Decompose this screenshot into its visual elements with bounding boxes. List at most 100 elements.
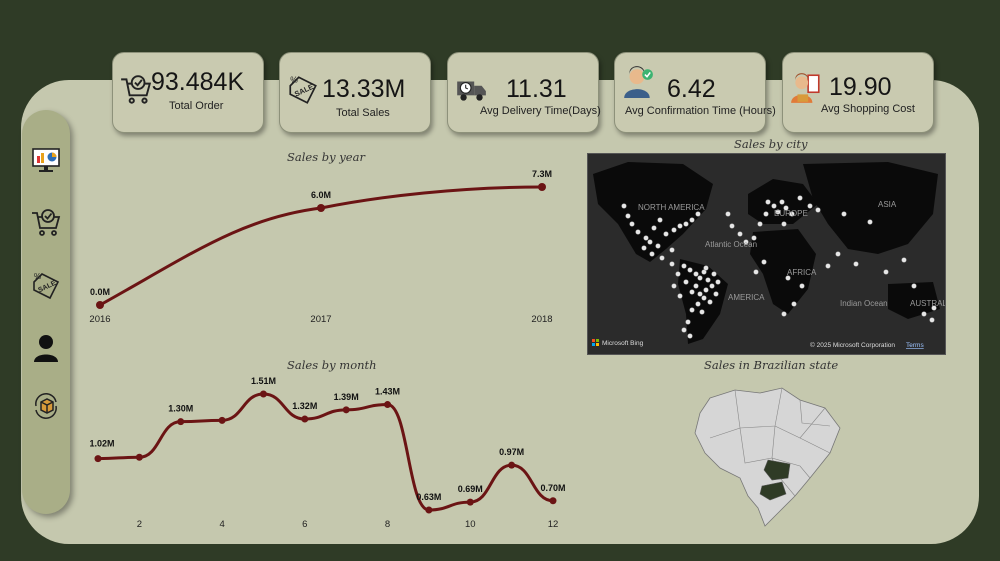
city-dot <box>659 255 665 261</box>
city-dot <box>783 205 789 211</box>
data-label: 0.63M <box>416 492 441 502</box>
data-label: 7.3M <box>532 169 552 179</box>
city-dot <box>743 239 749 245</box>
city-dot <box>779 199 785 205</box>
bing-logo: Microsoft Bing <box>592 339 644 347</box>
city-dot <box>681 327 687 333</box>
support-agent-icon <box>621 65 657 101</box>
kpi-total-sales: SALE % 13.33M Total Sales <box>279 52 431 133</box>
city-dot <box>761 259 767 265</box>
city-dot <box>715 279 721 285</box>
x-tick-label: 6 <box>302 519 307 530</box>
city-dot <box>695 301 701 307</box>
dashboard-monitor-icon[interactable] <box>30 144 62 176</box>
city-dot <box>707 299 713 305</box>
sale-tag-icon[interactable]: SALE % <box>30 270 62 302</box>
data-point <box>384 401 392 409</box>
cart-check-icon[interactable] <box>30 207 62 239</box>
city-dot <box>853 261 859 267</box>
city-dot <box>695 211 701 217</box>
city-dot <box>713 291 719 297</box>
x-tick-label: 2017 <box>310 314 331 325</box>
kpi-value: 93.484K <box>151 68 245 96</box>
map-terms-link[interactable]: Terms <box>906 342 924 349</box>
city-dot <box>931 305 937 311</box>
city-dot <box>725 211 731 217</box>
data-point <box>218 416 226 424</box>
x-tick-label: 2 <box>137 519 142 530</box>
map-label: Atlantic Ocean <box>705 240 757 249</box>
svg-text:SALE: SALE <box>37 280 57 294</box>
city-dot <box>697 275 703 281</box>
city-dot <box>883 269 889 275</box>
data-label: 1.51M <box>251 376 276 386</box>
city-dot <box>643 235 649 241</box>
city-dot <box>797 195 803 201</box>
city-dot <box>683 279 689 285</box>
city-dot <box>629 221 635 227</box>
city-dot <box>705 277 711 283</box>
city-dot <box>737 231 743 237</box>
kpi-label: Avg Confirmation Time (Hours) <box>625 105 776 117</box>
state-map-title: Sales in Brazilian state <box>704 358 839 372</box>
data-label: 1.39M <box>334 392 359 402</box>
city-dot <box>703 287 709 293</box>
city-dot <box>689 307 695 313</box>
city-dot <box>729 223 735 229</box>
city-dot <box>799 283 805 289</box>
highlight-state[interactable] <box>759 481 787 501</box>
chart-title-year: Sales by year <box>287 150 365 164</box>
city-dot <box>841 211 847 217</box>
x-tick-label: 8 <box>385 519 390 530</box>
x-tick-label: 10 <box>465 519 476 530</box>
city-dot <box>683 221 689 227</box>
data-label: 0.69M <box>458 484 483 494</box>
kpi-label: Avg Shopping Cost <box>821 103 915 115</box>
data-label: 6.0M <box>311 190 331 200</box>
map-copyright: © 2025 Microsoft Corporation <box>810 341 895 349</box>
data-point <box>538 183 546 191</box>
city-dot <box>669 247 675 253</box>
city-dot <box>709 283 715 289</box>
city-dot <box>657 217 663 223</box>
kpi-total-order: 93.484K Total Order <box>112 52 264 133</box>
cart-check-icon <box>119 73 155 109</box>
sale-tag-icon: SALE % <box>286 73 322 109</box>
data-point <box>301 415 309 423</box>
user-icon[interactable] <box>30 332 62 364</box>
city-dot <box>785 275 791 281</box>
city-dot <box>751 235 757 241</box>
city-dot <box>647 239 653 245</box>
data-point <box>425 506 433 514</box>
x-tick-label: 2018 <box>531 314 552 325</box>
delivery-box-icon[interactable] <box>30 390 62 422</box>
data-point <box>508 461 516 469</box>
data-label: 1.43M <box>375 387 400 397</box>
city-dot <box>621 203 627 209</box>
city-dot <box>929 317 935 323</box>
city-dot <box>815 207 821 213</box>
city-dot <box>635 229 641 235</box>
highlight-state[interactable] <box>763 459 791 481</box>
city-dot <box>763 211 769 217</box>
city-dot <box>675 271 681 277</box>
city-dot <box>693 271 699 277</box>
city-dot <box>901 257 907 263</box>
kpi-avg-shopping-cost: 19.90 Avg Shopping Cost <box>782 52 934 133</box>
city-dot <box>775 209 781 215</box>
x-tick-label: 2016 <box>89 314 110 325</box>
city-dot <box>693 283 699 289</box>
svg-text:%: % <box>34 272 41 281</box>
city-dot <box>689 289 695 295</box>
svg-text:%: % <box>290 75 298 85</box>
city-dot <box>671 283 677 289</box>
city-dot <box>677 293 683 299</box>
data-label: 1.30M <box>168 404 193 414</box>
map-label: EUROPE <box>774 209 808 218</box>
city-dot <box>771 203 777 209</box>
city-dot <box>681 263 687 269</box>
sales-by-month-chart: 1.02M 1.30M 1.51M 1.32M 1.39M 1.43M 0.63M 0.69M… <box>89 376 565 530</box>
brazil-state-map[interactable] <box>690 378 850 528</box>
data-point <box>259 390 267 398</box>
sales-by-city-map[interactable]: NORTH AMERICA EUROPE ASIA Atlantic Ocean… <box>587 153 946 355</box>
